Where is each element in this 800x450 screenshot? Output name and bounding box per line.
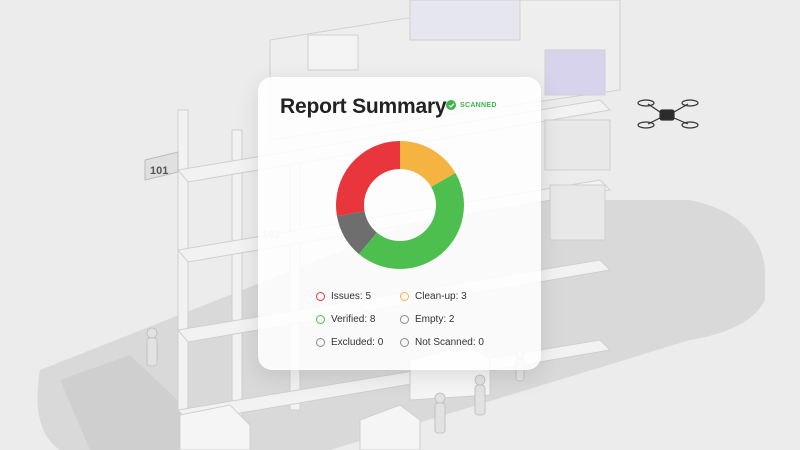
check-icon (446, 100, 456, 110)
legend-item: Excluded: 0 (316, 336, 400, 348)
legend-dot (316, 314, 325, 324)
legend-item: Clean-up: 3 (400, 290, 510, 302)
svg-text:101: 101 (150, 165, 168, 177)
donut-slice-empty (336, 211, 377, 255)
donut-slice-clean-up (400, 141, 456, 187)
legend-dot (316, 291, 325, 301)
donut-chart (336, 141, 464, 269)
legend-dot (400, 337, 409, 347)
rack-tag-101: 101 (144, 151, 179, 181)
scanned-badge: SCANNED (446, 100, 497, 110)
legend-dot (400, 291, 409, 301)
legend-item: Not Scanned: 0 (400, 336, 510, 348)
legend-label: Verified: 8 (331, 313, 376, 325)
legend-label: Clean-up: 3 (415, 290, 467, 302)
drone-icon (637, 99, 699, 129)
legend-item: Empty: 2 (400, 313, 510, 325)
donut-slice-verified (358, 173, 464, 269)
legend-dot (316, 337, 325, 347)
legend-item: Verified: 8 (316, 313, 400, 325)
legend-dot (400, 314, 409, 324)
legend-label: Excluded: 0 (331, 336, 384, 348)
legend-item: Issues: 5 (316, 290, 400, 302)
donut-slice-issues (336, 141, 400, 217)
legend-label: Issues: 5 (331, 290, 372, 302)
legend-label: Not Scanned: 0 (415, 336, 484, 348)
scanned-label: SCANNED (460, 101, 497, 109)
chart-legend: Issues: 5 Clean-up: 3 Verified: 8 Empty:… (316, 290, 516, 348)
report-summary-card: Report Summary SCANNED Issues: 5 Clean-u… (258, 77, 541, 370)
card-title: Report Summary (280, 95, 447, 118)
legend-label: Empty: 2 (415, 313, 455, 325)
